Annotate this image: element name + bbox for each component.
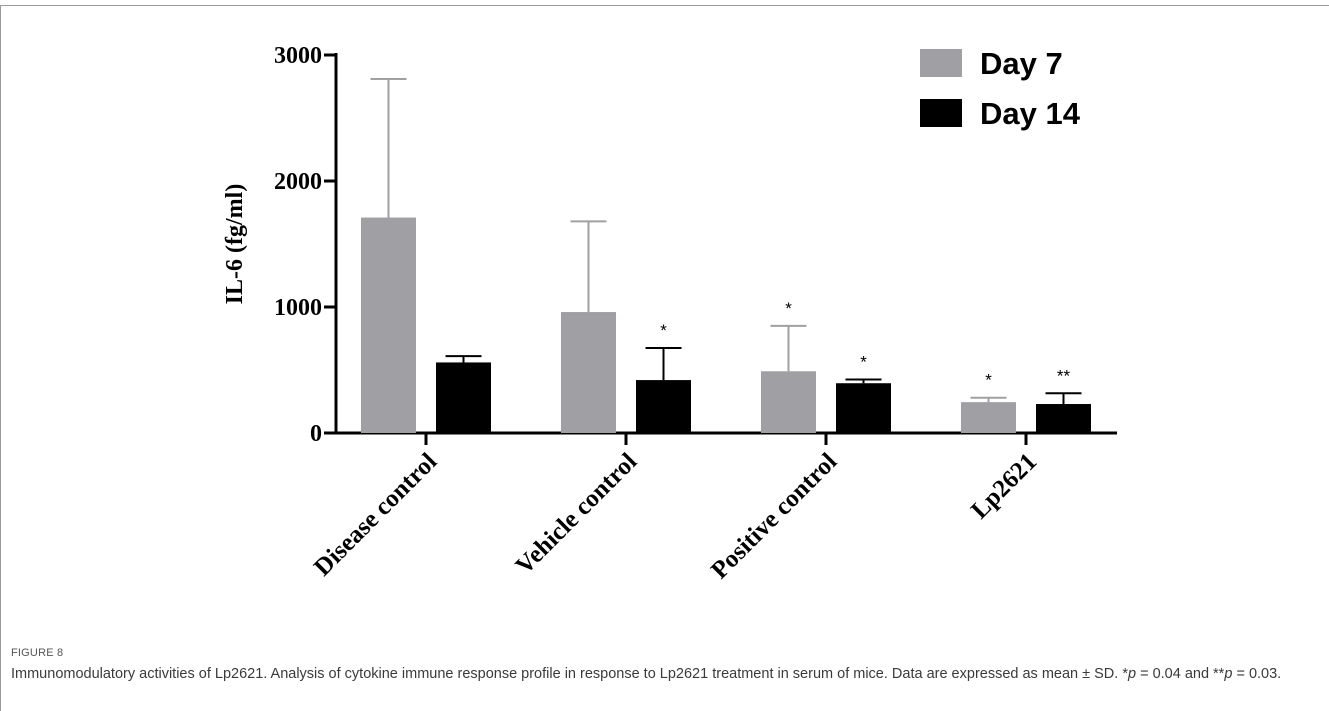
figure-label: FIGURE 8 bbox=[11, 647, 64, 659]
significance-marker: * bbox=[985, 371, 992, 390]
bar-day14 bbox=[636, 380, 691, 433]
y-tick-label: 2000 bbox=[274, 169, 322, 195]
bar-day14 bbox=[1036, 404, 1091, 433]
legend-label-day7: Day 7 bbox=[980, 46, 1063, 81]
x-category-label: Disease control bbox=[309, 448, 442, 581]
legend-label-day14: Day 14 bbox=[980, 96, 1081, 131]
frame-top-border bbox=[0, 5, 1329, 6]
significance-marker: * bbox=[860, 352, 867, 371]
bar-day7 bbox=[361, 217, 416, 433]
y-axis-label: IL-6 (fg/ml) bbox=[222, 184, 248, 305]
legend-swatch-day14 bbox=[920, 99, 962, 127]
x-category-label: Positive control bbox=[706, 448, 842, 584]
chart: IL-6 (fg/ml) 0 1000 2000 3000 Disease contro… bbox=[222, 43, 1117, 584]
bar-day7 bbox=[761, 371, 816, 433]
figure-caption: Immunomodulatory activities of Lp2621. A… bbox=[11, 665, 1311, 684]
bar-day7 bbox=[561, 312, 616, 433]
significance-marker: * bbox=[785, 299, 792, 318]
bar-day7 bbox=[961, 402, 1016, 433]
caption-text-run: Immunomodulatory activities of Lp2621. A… bbox=[11, 666, 1128, 682]
x-category-label: Vehicle control bbox=[511, 448, 643, 580]
bar-day14 bbox=[836, 383, 891, 433]
caption-text-run: = 0.03. bbox=[1232, 666, 1282, 682]
caption-text-run: = 0.04 and ** bbox=[1136, 666, 1225, 682]
frame-left-border bbox=[0, 5, 1, 711]
y-tick-label: 3000 bbox=[274, 43, 322, 69]
bars bbox=[361, 77, 1091, 433]
y-tick-label: 1000 bbox=[274, 295, 322, 321]
bar-day14 bbox=[436, 362, 491, 433]
significance-marker: * bbox=[660, 321, 667, 340]
legend-swatch-day7 bbox=[920, 49, 962, 77]
x-category-label: Lp2621 bbox=[966, 448, 1042, 524]
caption-italic-p: p bbox=[1224, 666, 1233, 682]
caption-italic-p: p bbox=[1127, 666, 1137, 682]
figure-caption-block: FIGURE 8 Immunomodulatory activities of … bbox=[11, 647, 1311, 684]
y-tick-label: 0 bbox=[310, 421, 322, 447]
legend: Day 7 Day 14 bbox=[920, 46, 1081, 131]
significance-marker: ** bbox=[1057, 366, 1071, 385]
